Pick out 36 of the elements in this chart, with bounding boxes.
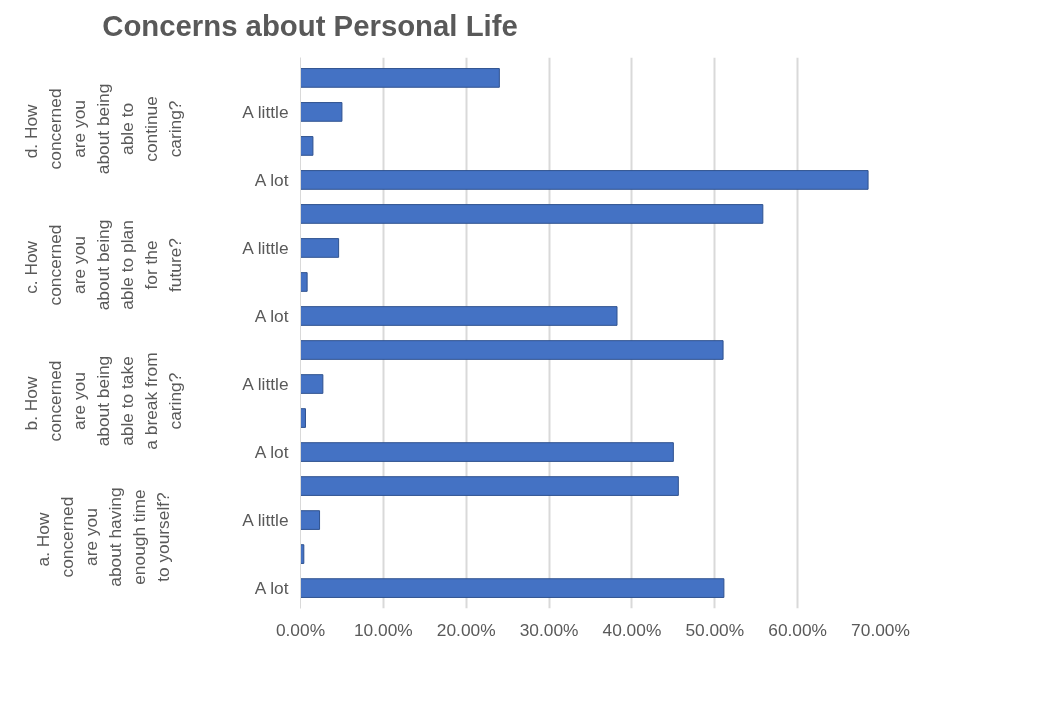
bar	[300, 442, 674, 462]
text: b. How concerned are you about being able to take a break from caring?	[21, 352, 185, 450]
y-tick-label: A little	[242, 101, 289, 122]
x-tick-label: 50.00%	[685, 619, 745, 640]
x-tick-label: 10.00%	[353, 619, 413, 640]
bar	[300, 408, 306, 428]
y-tick-label: A lot	[254, 305, 289, 326]
y-tick-label: A lot	[254, 577, 289, 598]
x-tick-label: 70.00%	[851, 619, 910, 640]
bar	[300, 476, 679, 496]
y-tick-label: A little	[242, 373, 289, 394]
bar	[300, 272, 308, 292]
bar	[300, 578, 725, 598]
text: d. How concerned are you about being able to continue caring?	[21, 83, 185, 175]
bar	[300, 374, 324, 394]
bar	[300, 203, 764, 224]
x-tick-label: 60.00%	[768, 619, 828, 640]
x-tick-label: 30.00%	[519, 619, 579, 640]
bar	[300, 135, 314, 156]
bar	[300, 340, 724, 360]
bar	[300, 169, 869, 190]
x-tick-label: 20.00%	[436, 619, 496, 640]
y-tick-label: A lot	[254, 441, 289, 462]
text: c. How concerned are you about being able to plan for the future?	[21, 219, 185, 311]
x-tick-label: 0.00%	[275, 619, 326, 640]
bar	[300, 101, 343, 122]
chart-title: Concerns about Personal Life	[102, 8, 518, 44]
bar	[300, 510, 321, 530]
bar	[300, 67, 500, 88]
x-tick-label: 40.00%	[602, 619, 662, 640]
text: a. How concerned are you about having enough time to yourself?	[33, 487, 173, 587]
bar	[300, 306, 618, 326]
y-tick-label: A little	[242, 237, 289, 258]
y-tick-label: A little	[242, 509, 289, 530]
y-tick-label: A lot	[254, 169, 289, 190]
bar	[300, 238, 340, 258]
